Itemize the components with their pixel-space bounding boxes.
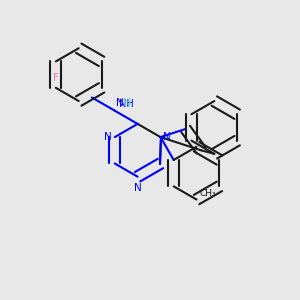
Text: N: N	[116, 98, 124, 108]
Text: F: F	[53, 73, 59, 83]
Text: N: N	[104, 132, 112, 142]
Text: CH₃: CH₃	[200, 189, 216, 198]
Text: H: H	[123, 98, 131, 108]
Text: N: N	[134, 183, 142, 193]
Text: NH: NH	[119, 99, 134, 109]
Text: N: N	[164, 132, 171, 142]
